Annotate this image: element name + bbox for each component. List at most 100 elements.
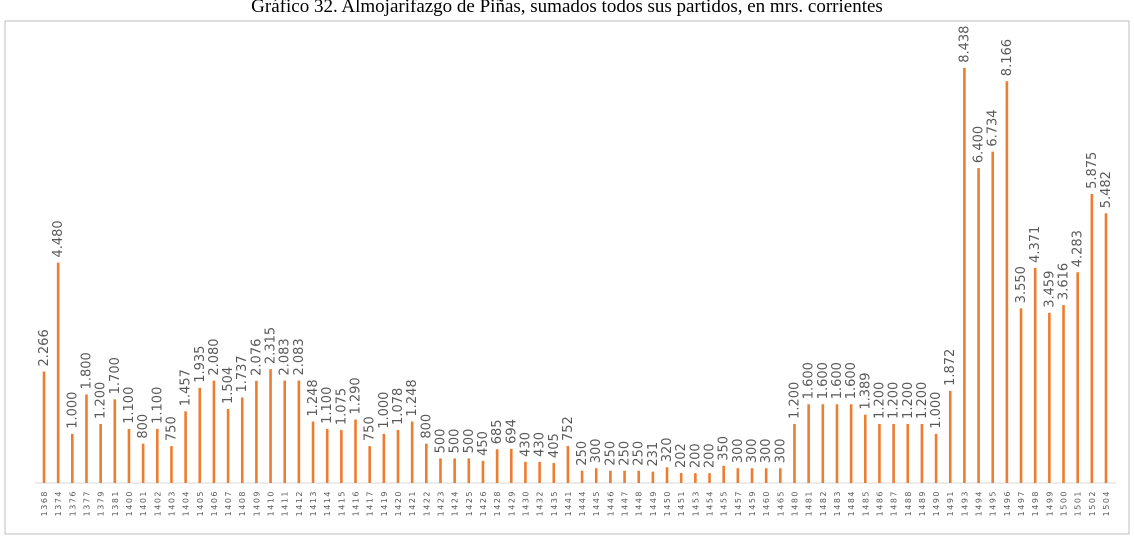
data-label-1455: 350 [717, 436, 732, 461]
bar-1430 [524, 461, 527, 483]
data-label-1414: 1.100 [320, 387, 335, 424]
data-label-1412: 2.083 [292, 338, 307, 375]
data-label-1402: 1.100 [150, 387, 165, 424]
data-label-1457: 300 [731, 438, 746, 463]
bar-1403 [170, 446, 173, 483]
bar-1445 [594, 468, 598, 483]
data-label-1460: 300 [759, 438, 774, 463]
data-label-1435: 405 [547, 433, 562, 458]
bar-1400 [127, 428, 131, 484]
bar-1488 [906, 423, 910, 483]
x-tick-label-1457: 1457 [734, 490, 743, 516]
x-tick-label-1368: 1368 [40, 490, 49, 516]
bar-1414 [325, 428, 329, 484]
data-label-1376: 1.000 [65, 392, 80, 429]
x-tick-label-1403: 1403 [167, 490, 176, 516]
bar-1486 [878, 423, 881, 483]
bar-1432 [538, 461, 541, 483]
data-label-1400: 1.100 [122, 387, 137, 424]
bar-1425 [467, 458, 471, 483]
bar-1465 [779, 468, 782, 483]
bar-1410 [269, 369, 272, 483]
bar-1459 [750, 468, 754, 483]
x-tick-label-1419: 1419 [380, 490, 389, 516]
data-label-1407: 1.504 [221, 367, 236, 404]
data-label-1374: 4.480 [51, 220, 66, 257]
bar-1450 [665, 467, 669, 483]
bar-1409 [255, 380, 258, 483]
x-tick-label-1451: 1451 [677, 490, 686, 516]
x-tick-label-1424: 1424 [451, 490, 460, 516]
data-label-1490: 1.000 [929, 392, 944, 429]
bar-1420 [396, 429, 400, 483]
bar-1419 [382, 433, 386, 483]
bar-1374 [56, 262, 60, 483]
bar-1407 [226, 409, 230, 483]
x-tick-label-1491: 1491 [946, 490, 955, 516]
data-label-1401: 800 [136, 414, 151, 439]
data-label-1489: 1.200 [915, 382, 930, 419]
data-label-1408: 1.737 [235, 355, 250, 392]
x-tick-label-1429: 1429 [507, 490, 516, 516]
data-label-1379: 1.200 [94, 382, 109, 419]
x-tick-label-1377: 1377 [82, 490, 91, 516]
x-tick-label-1449: 1449 [649, 490, 658, 516]
bar-1493 [963, 67, 966, 483]
bar-1480 [793, 423, 796, 483]
x-tick-label-1481: 1481 [805, 490, 814, 516]
data-label-1421: 1.248 [405, 379, 420, 416]
x-tick-label-1455: 1455 [720, 490, 729, 516]
bar-1376 [71, 433, 74, 483]
x-tick-label-1465: 1465 [776, 490, 785, 516]
x-tick-label-1410: 1410 [267, 490, 276, 516]
data-labels-group: 2.2664.4801.0001.8001.2001.7001.1008001.… [37, 26, 1114, 469]
bar-1489 [920, 423, 924, 483]
bar-1401 [141, 443, 145, 483]
x-tick-label-1483: 1483 [833, 490, 842, 516]
x-tick-label-1411: 1411 [281, 490, 290, 516]
bar-1455 [722, 465, 725, 483]
data-label-1446: 250 [603, 441, 618, 466]
bar-1454 [708, 473, 711, 483]
bar-1405 [198, 387, 202, 483]
bar-1426 [481, 460, 485, 483]
data-label-1498: 4.371 [1028, 226, 1043, 263]
bar-1485 [863, 414, 867, 483]
data-label-1486: 1.200 [872, 382, 887, 419]
x-tick-label-1381: 1381 [111, 490, 120, 516]
bar-1453 [694, 473, 697, 483]
x-tick-label-1406: 1406 [210, 490, 219, 516]
data-label-1377: 1.800 [79, 352, 94, 389]
data-label-1419: 1.000 [377, 392, 392, 429]
data-label-1429: 694 [504, 419, 519, 444]
data-label-1415: 1.075 [334, 388, 349, 425]
x-tick-label-1428: 1428 [493, 490, 502, 516]
x-tick-label-1498: 1498 [1031, 490, 1040, 516]
bar-1498 [1033, 267, 1037, 483]
data-label-1428: 685 [490, 419, 505, 444]
data-label-1494: 6.400 [972, 126, 987, 163]
data-label-1426: 450 [476, 431, 491, 456]
data-label-1488: 1.200 [901, 382, 916, 419]
x-tick-label-1493: 1493 [960, 490, 969, 516]
chart-title: Gráfico 32. Almojarifazgo de Piñas, suma… [251, 0, 883, 17]
data-label-1441: 752 [561, 416, 576, 441]
data-label-1465: 300 [773, 438, 788, 463]
data-label-1406: 2.080 [207, 338, 222, 375]
data-label-1487: 1.200 [887, 382, 902, 419]
bar-1448 [637, 470, 641, 483]
bar-1415 [340, 430, 343, 483]
x-tick-label-1460: 1460 [762, 490, 771, 516]
x-tick-label-1490: 1490 [932, 490, 941, 516]
x-tick-label-1454: 1454 [706, 490, 715, 516]
data-label-1496: 8.166 [1000, 39, 1015, 76]
bar-1500 [1062, 305, 1065, 483]
bar-1451 [679, 473, 683, 483]
x-tick-label-1420: 1420 [394, 490, 403, 516]
x-tick-label-1414: 1414 [323, 490, 332, 516]
tick-labels-group: 1368 1374 1376 1377 1379 1381 1400 1401 1402 1403… [40, 490, 1111, 516]
x-tick-label-1496: 1496 [1003, 490, 1012, 516]
x-tick-label-1409: 1409 [252, 490, 261, 516]
x-tick-label-1374: 1374 [54, 490, 63, 516]
x-tick-label-1404: 1404 [182, 490, 191, 516]
